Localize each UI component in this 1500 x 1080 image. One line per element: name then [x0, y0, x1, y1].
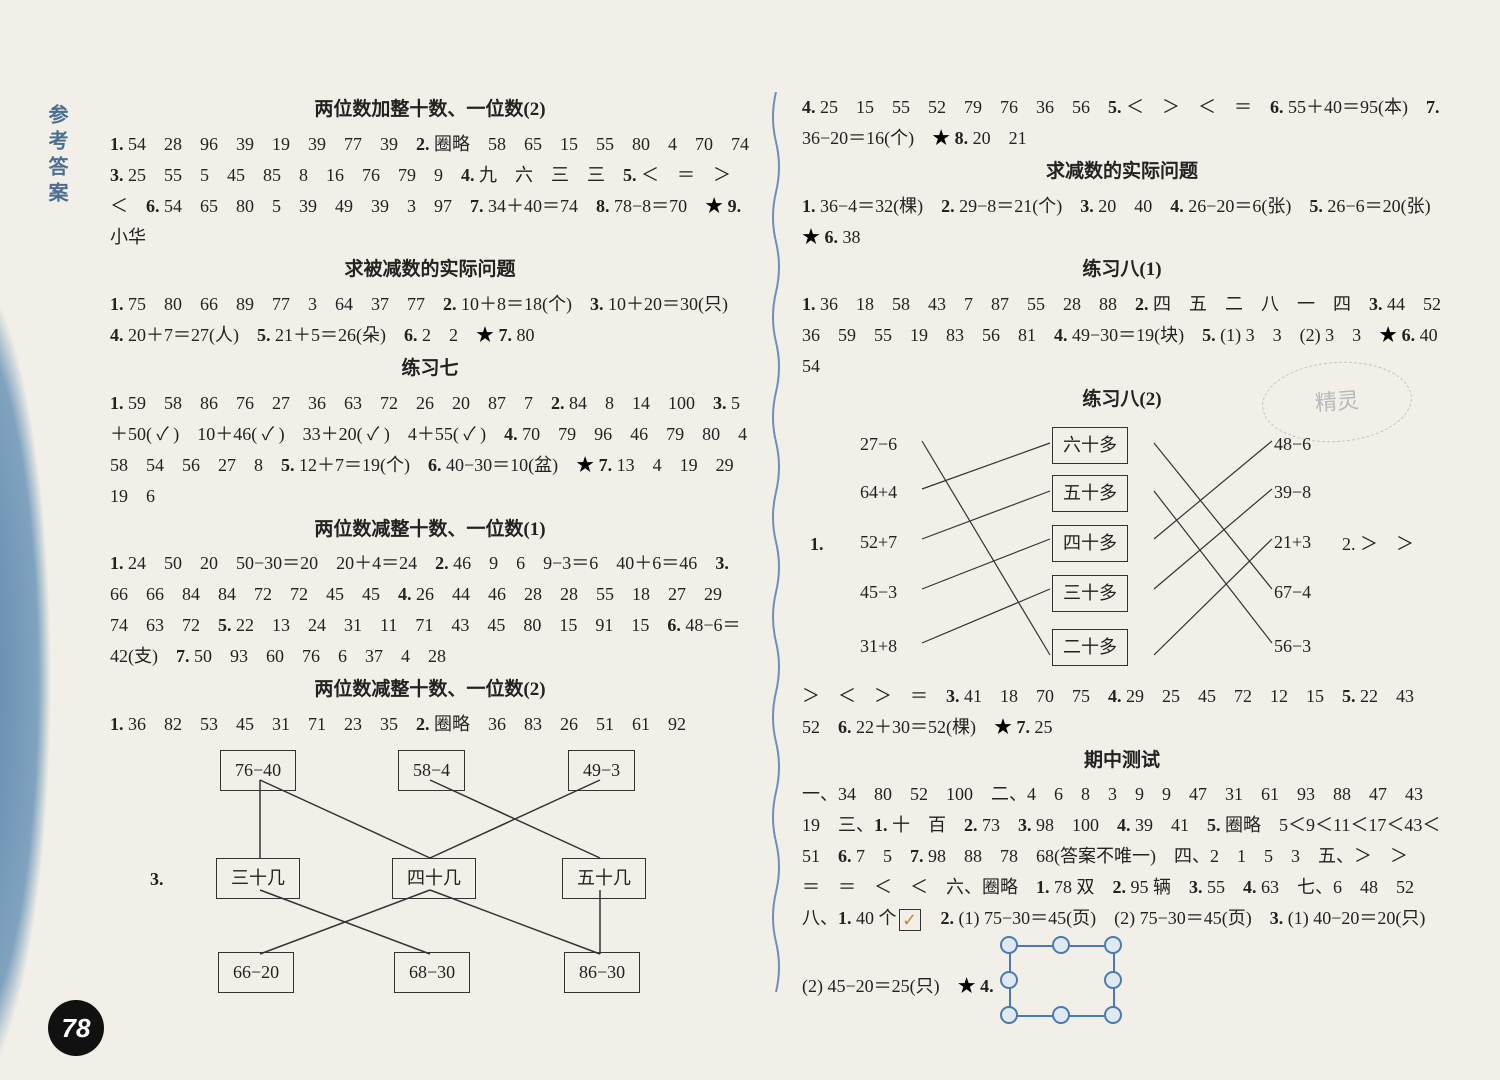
section-heading: 两位数减整十数、一位数(2) [110, 674, 750, 707]
answer-block: 一、34 80 52 100 二、4 6 8 3 9 9 47 31 61 93… [802, 779, 1442, 934]
section-heading: 练习七 [110, 353, 750, 386]
section-heading: 求被减数的实际问题 [110, 254, 750, 287]
section-heading: 期中测试 [802, 745, 1442, 778]
label-box: 四十多 [1052, 525, 1128, 562]
column-divider [770, 92, 782, 1038]
expr-label: 27−6 [860, 429, 897, 460]
answer-block: 4. 25 15 55 52 79 76 36 56 5. ＜ ＞ ＜ ＝ 6.… [802, 92, 1442, 154]
question-number: 3. [150, 864, 164, 895]
left-curve-decoration [0, 300, 90, 1080]
section-heading: 练习八(1) [802, 254, 1442, 287]
dot-figure [1000, 936, 1140, 1036]
expr-label: 45−3 [860, 577, 897, 608]
expr-box: 86−30 [564, 952, 640, 993]
wave-divider-icon [770, 92, 782, 992]
label-box: 六十多 [1052, 427, 1128, 464]
section-heading: 两位数加整十数、一位数(2) [110, 94, 750, 127]
answer-block: 1. 36−4＝32(棵) 2. 29−8＝21(个) 3. 20 40 4. … [802, 191, 1442, 253]
label-box: 三十多 [1052, 575, 1128, 612]
label-box: 三十几 [216, 858, 300, 899]
content-area: 两位数加整十数、一位数(2) 1. 54 28 96 39 19 39 77 3… [110, 92, 1450, 1038]
right-column: 4. 25 15 55 52 79 76 36 56 5. ＜ ＞ ＜ ＝ 6.… [802, 92, 1442, 1038]
answer-block: ＞ ＜ ＞ ＝ 3. 41 18 70 75 4. 29 25 45 72 12… [802, 681, 1442, 743]
side-label: 参考答案 [42, 104, 71, 208]
answer-block: 1. 54 28 96 39 19 39 77 39 2. 圈略 58 65 1… [110, 129, 750, 253]
expr-label: 52+7 [860, 527, 897, 558]
page-number-badge: 78 [48, 1000, 104, 1056]
matching-diagram-2: 1. 2. ＞ ＞ 27−6 64+4 52+7 45−3 31+8 六十多 五… [802, 419, 1442, 679]
answer-text: 2. (1) 75−30＝45(页) (2) 75−30＝45(页) 3. (1… [923, 908, 1426, 928]
answer-block: 1. 24 50 20 50−30＝20 20＋4＝24 2. 46 9 6 9… [110, 548, 750, 672]
expr-label: 67−4 [1274, 577, 1311, 608]
answer-text: (2) 45−20＝25(只) ★ 4. [802, 971, 994, 1002]
section-heading: 求减数的实际问题 [802, 156, 1442, 189]
matching-diagram-1: 3. 76−40 58−4 49−3 三十几 四十几 五十几 66−20 68−… [110, 746, 750, 986]
label-box: 五十多 [1052, 475, 1128, 512]
left-column: 两位数加整十数、一位数(2) 1. 54 28 96 39 19 39 77 3… [110, 92, 750, 1038]
section-heading: 两位数减整十数、一位数(1) [110, 514, 750, 547]
expr-box: 58−4 [398, 750, 465, 791]
label-box: 四十几 [392, 858, 476, 899]
expr-box: 68−30 [394, 952, 470, 993]
expr-label: 21+3 [1274, 527, 1311, 558]
answer-block: (2) 45−20＝25(只) ★ 4. [802, 936, 1442, 1036]
label-box: 二十多 [1052, 629, 1128, 666]
expr-box: 66−20 [218, 952, 294, 993]
answer-fragment: 2. ＞ ＞ [1342, 529, 1414, 560]
answer-block: 1. 36 82 53 45 31 71 23 35 2. 圈略 36 83 2… [110, 709, 750, 740]
check-icon: ✓ [899, 909, 921, 931]
expr-box: 49−3 [568, 750, 635, 791]
expr-label: 56−3 [1274, 631, 1311, 662]
expr-label: 39−8 [1274, 477, 1311, 508]
answer-text: 一、34 80 52 100 二、4 6 8 3 9 9 47 31 61 93… [802, 784, 1441, 928]
question-number: 1. [810, 529, 824, 560]
label-box: 五十几 [562, 858, 646, 899]
expr-label: 64+4 [860, 477, 897, 508]
expr-label: 31+8 [860, 631, 897, 662]
expr-label: 48−6 [1274, 429, 1311, 460]
answer-block: 1. 59 58 86 76 27 36 63 72 26 20 87 7 2.… [110, 388, 750, 512]
answer-block: 1. 75 80 66 89 77 3 64 37 77 2. 10＋8＝18(… [110, 289, 750, 351]
expr-box: 76−40 [220, 750, 296, 791]
